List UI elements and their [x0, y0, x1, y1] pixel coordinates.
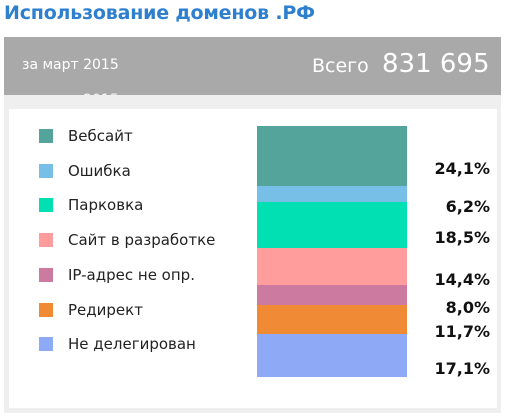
legend-item: Ошибка	[9, 161, 131, 181]
legend-label: Редирект	[68, 300, 143, 319]
percent-label: 11,7%	[434, 322, 490, 342]
legend-swatch	[39, 302, 53, 317]
legend-item: Сайт в разработке	[9, 230, 215, 250]
percent-label: 6,2%	[445, 197, 490, 217]
legend-swatch	[39, 233, 53, 248]
bar-segment	[257, 202, 407, 249]
legend-item: Не делегирован	[9, 334, 196, 354]
legend-swatch	[39, 198, 53, 213]
total-value: 831 695	[382, 49, 490, 79]
legend-label: Сайт в разработке	[68, 231, 216, 250]
percent-label: 18,5%	[434, 228, 490, 248]
legend-label: Ошибка	[68, 161, 131, 180]
bar-segment	[257, 126, 407, 187]
period-label-shadow: за март 2015	[22, 92, 119, 95]
percent-label: 8,0%	[445, 297, 490, 317]
legend-swatch	[39, 337, 53, 352]
bar-segment	[257, 304, 407, 335]
legend-item: IP-адрес не опр.	[9, 265, 195, 285]
legend-swatch	[39, 129, 53, 143]
bar-segment	[257, 248, 407, 285]
legend-item: Вебсайт	[9, 126, 133, 146]
bar-segment	[257, 186, 407, 203]
bar-segment	[257, 334, 407, 377]
percent-label: 24,1%	[434, 159, 490, 179]
chart-card: Вебсайт Ошибка Парковка Сайт в разработке IP…	[9, 109, 497, 408]
legend-label: Парковка	[68, 196, 144, 215]
page-title: Использование доменов .РФ	[4, 2, 315, 24]
total-label: Всего	[312, 55, 369, 77]
stats-panel: за март 2015 за март 2015 Всего 831 695 …	[4, 37, 501, 413]
percent-label: 17,1%	[434, 358, 490, 378]
legend-swatch	[39, 163, 53, 178]
stats-header: за март 2015 за март 2015 Всего 831 695	[4, 37, 501, 95]
legend-swatch	[39, 267, 53, 282]
bar-segment	[257, 284, 407, 305]
legend-item: Парковка	[9, 195, 143, 215]
legend-label: Вебсайт	[68, 127, 133, 145]
legend-label: IP-адрес не опр.	[68, 265, 195, 284]
legend-label: Не делегирован	[68, 335, 196, 354]
percent-label: 14,4%	[434, 269, 490, 289]
legend-item: Редирект	[9, 300, 143, 320]
period-label: за март 2015	[22, 57, 119, 73]
